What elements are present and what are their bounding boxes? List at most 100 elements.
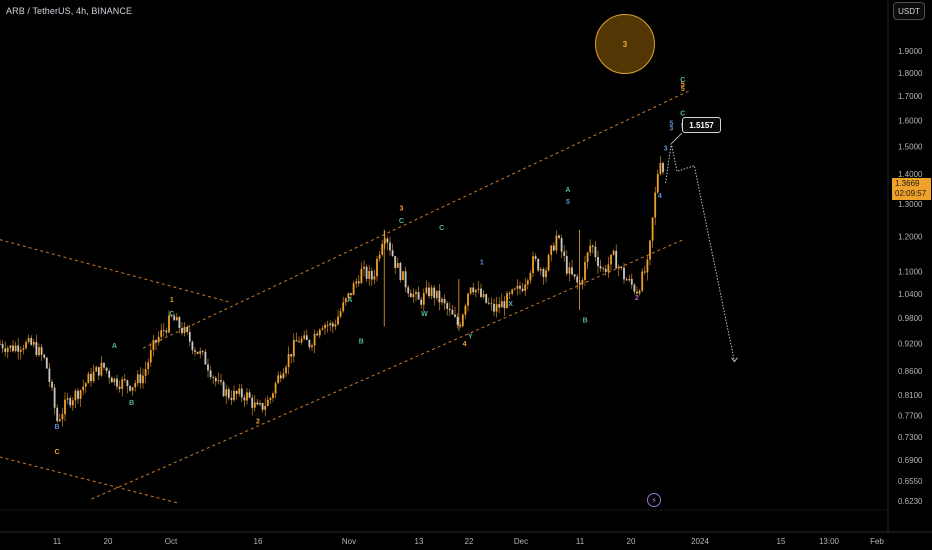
- y-tick-label: 1.4000: [898, 170, 923, 179]
- candle-body: [217, 380, 220, 382]
- candle-body: [220, 380, 222, 382]
- candle-body: [248, 392, 251, 398]
- candle-body: [389, 242, 391, 251]
- candle-body: [209, 370, 212, 378]
- candle-body: [417, 292, 420, 300]
- candle-body: [407, 287, 410, 294]
- candle-body: [79, 390, 82, 399]
- channel-old-upper: [0, 239, 230, 303]
- wave-label: W: [421, 311, 428, 318]
- candle-body: [563, 251, 566, 257]
- candle-body: [199, 351, 202, 354]
- candle-body: [331, 323, 334, 327]
- wave-label: B: [54, 424, 59, 431]
- wave-label: 3: [400, 205, 404, 212]
- candle-body: [451, 309, 454, 315]
- candle-body: [529, 272, 532, 281]
- candle-body: [32, 341, 35, 345]
- wave-label: B: [129, 400, 134, 407]
- candle-body: [581, 280, 584, 285]
- candle-body: [552, 245, 555, 251]
- x-tick-label: Dec: [514, 537, 528, 546]
- wave-label: 2: [635, 295, 639, 302]
- candle-body: [363, 266, 365, 269]
- candle-body: [188, 331, 191, 342]
- candle-body: [74, 390, 77, 401]
- candle-body: [87, 373, 90, 384]
- candle-body: [571, 267, 573, 275]
- wave-label: 1: [170, 297, 174, 304]
- candle-body: [272, 393, 274, 399]
- candle-body: [61, 414, 64, 420]
- x-tick-label: Oct: [165, 537, 178, 546]
- candle-body: [604, 268, 607, 272]
- wave-label: 5: [669, 120, 673, 127]
- candle-body: [339, 311, 342, 317]
- candle-body: [292, 340, 295, 357]
- candle-body: [472, 287, 475, 293]
- candle-body: [662, 163, 664, 173]
- candle-body: [623, 267, 625, 280]
- candle-body: [428, 287, 430, 297]
- symbol-header: ARB / TetherUS, 4h, BINANCE: [6, 6, 133, 16]
- y-tick-label: 1.6000: [898, 116, 923, 125]
- candle-body: [230, 397, 233, 400]
- y-tick-label: 0.7300: [898, 433, 923, 442]
- y-tick-label: 0.8600: [898, 367, 923, 376]
- candle-body: [204, 351, 207, 365]
- candle-body: [615, 250, 618, 269]
- candle-body: [386, 238, 389, 243]
- candle-body: [597, 256, 599, 267]
- candle-body: [152, 340, 155, 350]
- lightning-icon[interactable]: ⚡: [647, 493, 661, 507]
- x-tick-label: 20: [627, 537, 636, 546]
- candle-body: [168, 315, 170, 333]
- candle-body: [404, 271, 407, 288]
- candle-body: [443, 298, 446, 304]
- candle-body: [469, 287, 472, 294]
- y-tick-label: 0.9200: [898, 340, 923, 349]
- candle-body: [235, 390, 238, 394]
- candle-body: [100, 362, 103, 376]
- candle-body: [30, 338, 33, 345]
- candle-body: [48, 368, 51, 382]
- candle-body: [300, 338, 303, 343]
- candle-body: [513, 288, 516, 290]
- candle-body: [4, 348, 7, 352]
- candle-body: [656, 173, 659, 193]
- candle-body: [412, 293, 415, 298]
- candle-body: [630, 278, 633, 285]
- candle-body: [396, 263, 399, 268]
- candle-body: [524, 284, 527, 291]
- candle-body: [433, 287, 436, 298]
- candle-body: [139, 374, 142, 384]
- candle-body: [636, 291, 638, 294]
- y-tick-label: 0.8100: [898, 391, 923, 400]
- x-tick-label: 11: [53, 537, 62, 546]
- candle-body: [594, 246, 597, 257]
- candle-body: [105, 367, 108, 371]
- candle-body: [134, 383, 137, 388]
- candle-body: [196, 351, 199, 354]
- y-tick-label: 1.8000: [898, 69, 923, 78]
- candle-body: [157, 336, 160, 343]
- candle-body: [378, 254, 381, 259]
- candle-body: [266, 399, 269, 406]
- wave-label: Y: [468, 333, 473, 340]
- wave-label: 5: [681, 86, 685, 93]
- candle-body: [357, 281, 360, 284]
- candle-body: [355, 281, 358, 284]
- candle-body: [539, 269, 542, 271]
- wave-label: 4: [463, 341, 467, 348]
- candle-body: [334, 324, 337, 327]
- candle-body: [305, 335, 308, 341]
- candle-body: [303, 335, 306, 339]
- candle-body: [480, 288, 482, 297]
- candle-body: [532, 256, 534, 273]
- y-tick-label: 1.3000: [898, 200, 923, 209]
- currency-button[interactable]: USDT: [893, 2, 925, 20]
- candle-body: [246, 392, 248, 401]
- candle-body: [493, 303, 495, 312]
- candle-body: [360, 268, 363, 284]
